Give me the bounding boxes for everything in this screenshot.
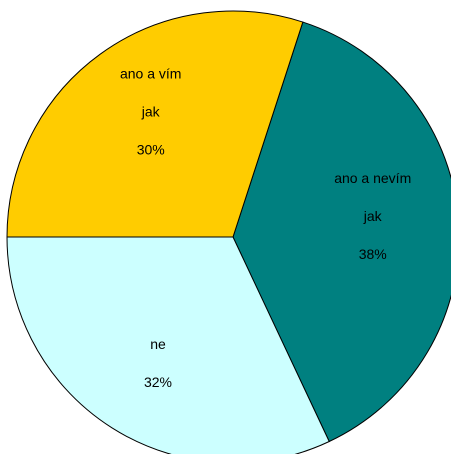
slice-label: ano a nevím jak (334, 170, 411, 224)
value-label: 32% (144, 374, 172, 390)
pie-slice (6, 10, 304, 238)
value-label: 38% (359, 246, 387, 262)
slice-label: ano a vím jak (120, 65, 181, 119)
slice-label: ne (150, 336, 166, 352)
value-label: 30% (137, 141, 165, 157)
pie-slice (232, 21, 451, 443)
pie-slice (6, 236, 330, 454)
